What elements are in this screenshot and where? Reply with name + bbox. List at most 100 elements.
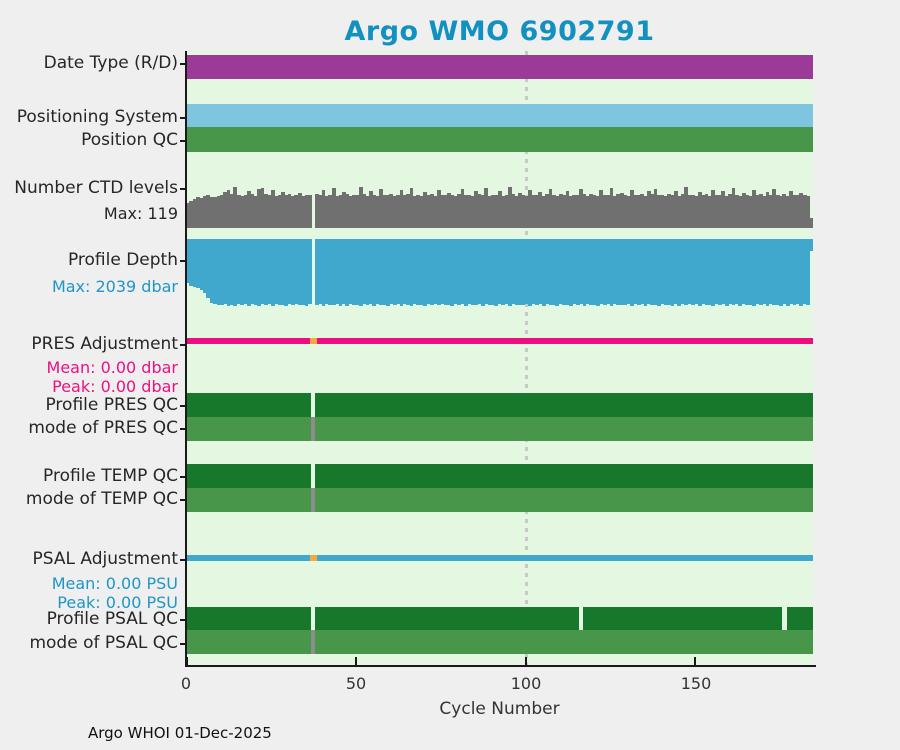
depth-bar xyxy=(779,239,783,306)
y-tick xyxy=(180,619,185,621)
depth-bar xyxy=(555,239,560,306)
depth-bar xyxy=(413,239,417,305)
depth-bar xyxy=(501,239,505,306)
ctd-bar xyxy=(223,192,228,228)
depth-bar xyxy=(714,239,719,304)
ctd-bar xyxy=(616,194,621,228)
depth-bar xyxy=(718,239,722,306)
depth-bar xyxy=(419,239,424,305)
ctd-bar xyxy=(318,194,322,228)
depth-bar xyxy=(470,239,475,306)
ctd-bar xyxy=(657,195,661,228)
depth-bar xyxy=(711,239,716,306)
page-title: Argo WMO 6902791 xyxy=(344,16,655,47)
depth-bar xyxy=(396,239,400,305)
depth-bar xyxy=(731,239,736,305)
ctd-bar xyxy=(718,195,722,228)
ctd-bar xyxy=(463,195,468,228)
depth-bar xyxy=(338,239,343,306)
ctd-bar xyxy=(758,194,763,228)
depth-bar xyxy=(565,239,570,305)
ctd-bar xyxy=(443,195,448,228)
ctd-bar xyxy=(796,195,800,228)
depth-bar xyxy=(504,239,509,305)
y-tick xyxy=(180,428,185,430)
depth-bar xyxy=(511,239,516,304)
depth-bar xyxy=(219,239,224,306)
ctd-bar xyxy=(297,192,302,228)
depth-bar xyxy=(294,239,299,304)
depth-bar xyxy=(589,239,594,306)
ctd-bar xyxy=(406,194,411,228)
depth-bar xyxy=(189,239,194,286)
depth-bar xyxy=(636,239,641,306)
depth-bar xyxy=(440,239,444,304)
depth-bar xyxy=(399,239,404,306)
ctd-bar xyxy=(643,196,648,228)
ctd-bar xyxy=(511,194,516,228)
ctd-bar xyxy=(646,191,651,228)
ctd-bar xyxy=(375,196,380,228)
y-tick xyxy=(180,405,185,407)
depth-bar xyxy=(629,239,634,306)
ctd-bar xyxy=(474,191,478,228)
ctd-bar xyxy=(402,195,407,228)
depth-bar xyxy=(223,239,228,305)
ctd-bar xyxy=(477,193,482,228)
depth-bar xyxy=(521,239,526,305)
ctd-bar xyxy=(270,190,275,228)
ctd-bar xyxy=(585,195,590,228)
ctd-bar xyxy=(507,187,512,228)
band-psal-adjustment-line xyxy=(186,555,813,561)
depth-bar xyxy=(755,239,760,304)
label-pres-mean: Mean: 0.00 dbar xyxy=(46,358,178,377)
ctd-bar xyxy=(680,194,685,228)
ctd-bar xyxy=(396,194,400,228)
ctd-bar xyxy=(535,195,539,228)
ctd-bar xyxy=(338,194,343,228)
ctd-bar xyxy=(291,196,295,228)
depth-bar xyxy=(494,239,499,306)
ctd-bar xyxy=(250,193,255,228)
depth-bar xyxy=(535,239,539,306)
ctd-bar xyxy=(748,195,753,228)
band-profile-pres-qc xyxy=(186,393,813,417)
depth-bar xyxy=(250,239,255,305)
ctd-bar xyxy=(738,196,743,228)
depth-bar xyxy=(680,239,685,304)
ctd-bar xyxy=(260,187,265,228)
ctd-bar xyxy=(802,194,807,228)
ctd-bar xyxy=(701,194,705,228)
depth-bar xyxy=(446,239,451,305)
ctd-bar xyxy=(216,195,221,228)
ctd-bar xyxy=(501,195,505,228)
depth-bar xyxy=(460,239,465,305)
ctd-bar xyxy=(385,195,390,228)
depth-bar xyxy=(365,239,370,306)
depth-bar xyxy=(243,239,248,305)
ctd-bar xyxy=(345,194,350,228)
ctd-bar xyxy=(755,195,760,228)
ctd-bar xyxy=(189,201,194,228)
ctd-bar xyxy=(697,192,702,228)
depth-bar xyxy=(436,239,441,306)
ctd-bar xyxy=(663,195,668,228)
ctd-bar xyxy=(335,196,339,228)
depth-bar xyxy=(284,239,289,306)
ctd-bar xyxy=(277,194,282,228)
depth-bar xyxy=(796,239,800,305)
depth-bar xyxy=(277,239,282,306)
depth-bar xyxy=(660,239,665,304)
depth-bar xyxy=(799,239,804,306)
y-tick xyxy=(180,499,185,501)
depth-bar xyxy=(663,239,668,306)
depth-bar xyxy=(328,239,333,306)
ctd-bar xyxy=(433,195,438,228)
ctd-bar xyxy=(440,194,444,228)
depth-bar xyxy=(677,239,682,306)
depth-bar xyxy=(257,239,261,306)
depth-bar xyxy=(606,239,611,305)
depth-bar xyxy=(484,239,489,305)
ctd-bar xyxy=(545,194,550,228)
depth-bar xyxy=(457,239,461,306)
